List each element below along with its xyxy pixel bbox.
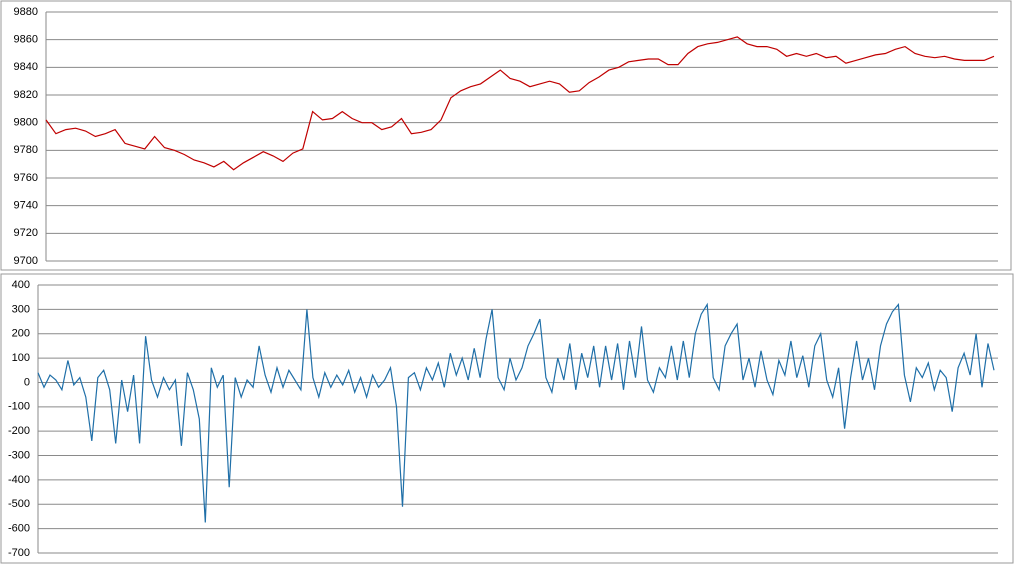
y-tick-label: -600 bbox=[8, 523, 30, 535]
y-tick-label: -200 bbox=[8, 425, 30, 437]
y-tick-label: -700 bbox=[8, 547, 30, 559]
y-tick-label: 200 bbox=[12, 328, 30, 340]
y-tick-label: 9880 bbox=[14, 6, 38, 18]
y-tick-label: 9700 bbox=[14, 255, 38, 267]
y-tick-label: 9740 bbox=[14, 200, 38, 212]
y-tick-label: -400 bbox=[8, 474, 30, 486]
y-tick-label: 9720 bbox=[14, 227, 38, 239]
chart-frame bbox=[0, 273, 1014, 564]
chart-frame bbox=[0, 0, 1012, 271]
y-tick-label: 300 bbox=[12, 303, 30, 315]
data-line bbox=[45, 36, 995, 171]
y-tick-label: 9840 bbox=[14, 61, 38, 73]
y-tick-label: 0 bbox=[24, 376, 30, 388]
y-tick-label: -300 bbox=[8, 449, 30, 461]
y-tick-label: 400 bbox=[12, 279, 30, 291]
y-tick-label: 9860 bbox=[14, 34, 38, 46]
y-tick-label: 9780 bbox=[14, 144, 38, 156]
y-tick-label: 9760 bbox=[14, 172, 38, 184]
y-tick-label: 9800 bbox=[14, 117, 38, 129]
data-line bbox=[37, 302, 995, 523]
y-tick-label: 100 bbox=[12, 352, 30, 364]
y-tick-label: -500 bbox=[8, 498, 30, 510]
y-tick-label: 9820 bbox=[14, 89, 38, 101]
y-tick-label: -100 bbox=[8, 401, 30, 413]
